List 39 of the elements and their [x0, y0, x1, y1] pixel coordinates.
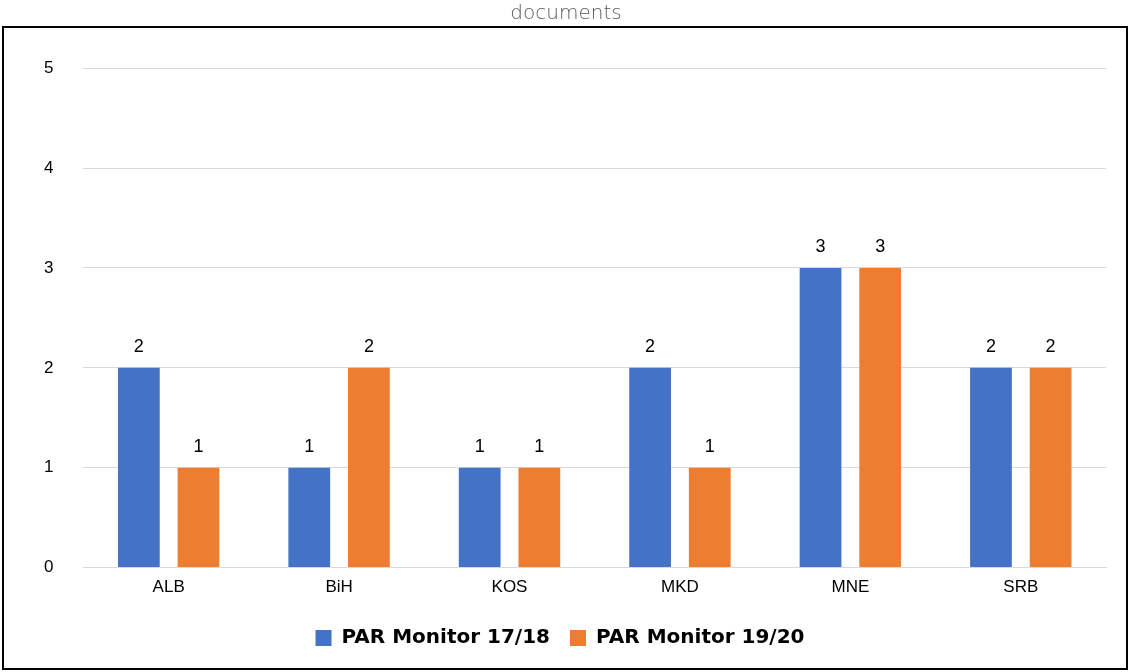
bar: [1029, 367, 1072, 568]
y-tick-label: 0: [43, 557, 54, 577]
x-tick-label: MNE: [831, 577, 870, 597]
data-label: 1: [534, 435, 545, 456]
bar: [458, 467, 501, 568]
data-label: 1: [474, 435, 485, 456]
data-label: 2: [645, 335, 656, 356]
bar: [117, 367, 160, 568]
data-label: 2: [363, 335, 374, 356]
bar: [177, 467, 220, 568]
bar: [799, 267, 842, 568]
x-tick-label: ALB: [152, 577, 185, 597]
y-tick-label: 3: [43, 257, 54, 277]
y-tick-label: 5: [43, 57, 54, 77]
data-label: 1: [193, 435, 204, 456]
data-label: 2: [985, 335, 996, 356]
bar: [629, 367, 671, 568]
chart-title: documents: [509, 0, 623, 24]
data-label: 1: [704, 435, 715, 456]
data-label: 3: [875, 235, 886, 256]
bar: [970, 367, 1012, 568]
bar: [518, 467, 561, 568]
x-tick-label: BiH: [325, 577, 353, 597]
bar: [859, 267, 902, 568]
legend-label: PAR Monitor 19/20: [596, 624, 805, 649]
x-tick-label: SRB: [1003, 577, 1039, 597]
y-tick-label: 1: [43, 457, 54, 477]
data-label: 2: [1045, 335, 1056, 356]
data-label: 2: [133, 335, 144, 356]
y-tick-label: 2: [43, 357, 54, 377]
data-label: 3: [815, 235, 826, 256]
bar: [288, 467, 331, 568]
bar: [348, 367, 390, 568]
x-tick-label: MKD: [661, 577, 699, 597]
data-label: 1: [304, 435, 315, 456]
bar: [688, 467, 731, 568]
x-tick-label: KOS: [491, 577, 528, 597]
y-tick-label: 4: [43, 157, 54, 177]
legend-label: PAR Monitor 17/18: [341, 624, 550, 649]
